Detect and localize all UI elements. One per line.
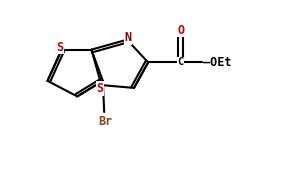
Text: S: S (96, 82, 103, 95)
Text: —OEt: —OEt (203, 56, 232, 69)
Text: C: C (178, 57, 184, 67)
Text: S: S (56, 41, 63, 54)
Text: N: N (125, 31, 132, 44)
Text: O: O (177, 24, 184, 37)
Text: Br: Br (99, 115, 113, 128)
